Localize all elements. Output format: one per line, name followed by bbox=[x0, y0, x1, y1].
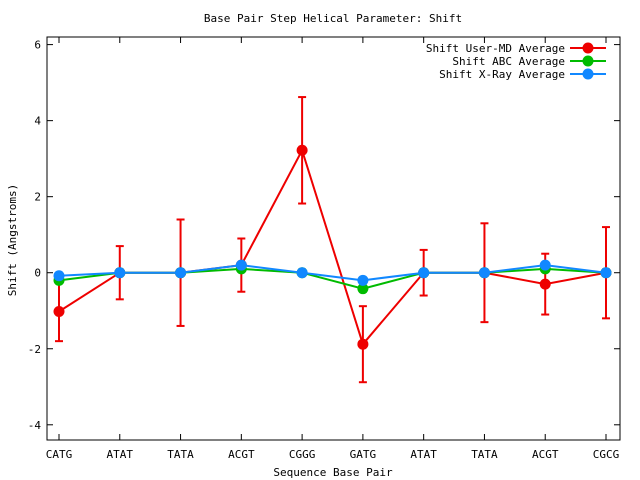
series-shift-user-md-average bbox=[53, 96, 612, 384]
legend-label: Shift X-Ray Average bbox=[439, 68, 565, 81]
y-tick-label: 2 bbox=[34, 191, 41, 204]
plot-frame bbox=[46, 36, 621, 441]
x-tick-label: CGCG bbox=[593, 448, 620, 461]
x-tick-label: ACGT bbox=[532, 448, 559, 461]
data-point bbox=[53, 305, 65, 317]
data-point bbox=[418, 267, 430, 279]
legend-marker bbox=[582, 68, 594, 80]
data-point bbox=[357, 274, 369, 286]
chart-title: Base Pair Step Helical Parameter: Shift bbox=[204, 12, 462, 25]
data-point bbox=[235, 259, 247, 271]
data-point bbox=[539, 278, 551, 290]
data-point bbox=[539, 259, 551, 271]
data-point bbox=[175, 267, 187, 279]
x-tick-label: TATA bbox=[167, 448, 194, 461]
y-tick-label: -2 bbox=[28, 343, 41, 356]
x-tick-label: TATA bbox=[471, 448, 498, 461]
legend-marker bbox=[582, 42, 594, 54]
series-line bbox=[58, 147, 607, 347]
data-point bbox=[600, 267, 612, 279]
series-group bbox=[53, 96, 612, 384]
data-point bbox=[357, 338, 369, 350]
y-tick-label: 0 bbox=[34, 267, 41, 280]
x-tick-label: ACGT bbox=[228, 448, 255, 461]
data-point bbox=[478, 267, 490, 279]
series-shift-x-ray-average bbox=[53, 259, 612, 286]
legend-marker bbox=[582, 55, 594, 67]
data-point bbox=[357, 283, 369, 295]
x-tick-label: CATG bbox=[46, 448, 73, 461]
data-point bbox=[296, 267, 308, 279]
x-tick-label: ATAT bbox=[410, 448, 437, 461]
y-tick-label: -4 bbox=[28, 419, 42, 432]
axis-ticks: -4 -2 0 2 4 6 CATG ATAT TATA ACGT CGGG GATG ATAT TATA… bbox=[28, 37, 620, 461]
legend-label: Shift User-MD Average bbox=[426, 42, 565, 55]
x-tick-label: CGGG bbox=[289, 448, 316, 461]
legend-label: Shift ABC Average bbox=[452, 55, 565, 68]
series-line bbox=[58, 264, 607, 282]
data-point bbox=[53, 270, 65, 282]
x-tick-label: ATAT bbox=[107, 448, 134, 461]
y-axis-label: Shift (Angstroms) bbox=[6, 184, 19, 297]
y-tick-label: 4 bbox=[34, 115, 41, 128]
y-tick-label: 6 bbox=[34, 39, 41, 52]
x-axis-label: Sequence Base Pair bbox=[273, 466, 393, 479]
data-point bbox=[296, 144, 308, 156]
data-point bbox=[114, 267, 126, 279]
x-tick-label: GATG bbox=[350, 448, 377, 461]
